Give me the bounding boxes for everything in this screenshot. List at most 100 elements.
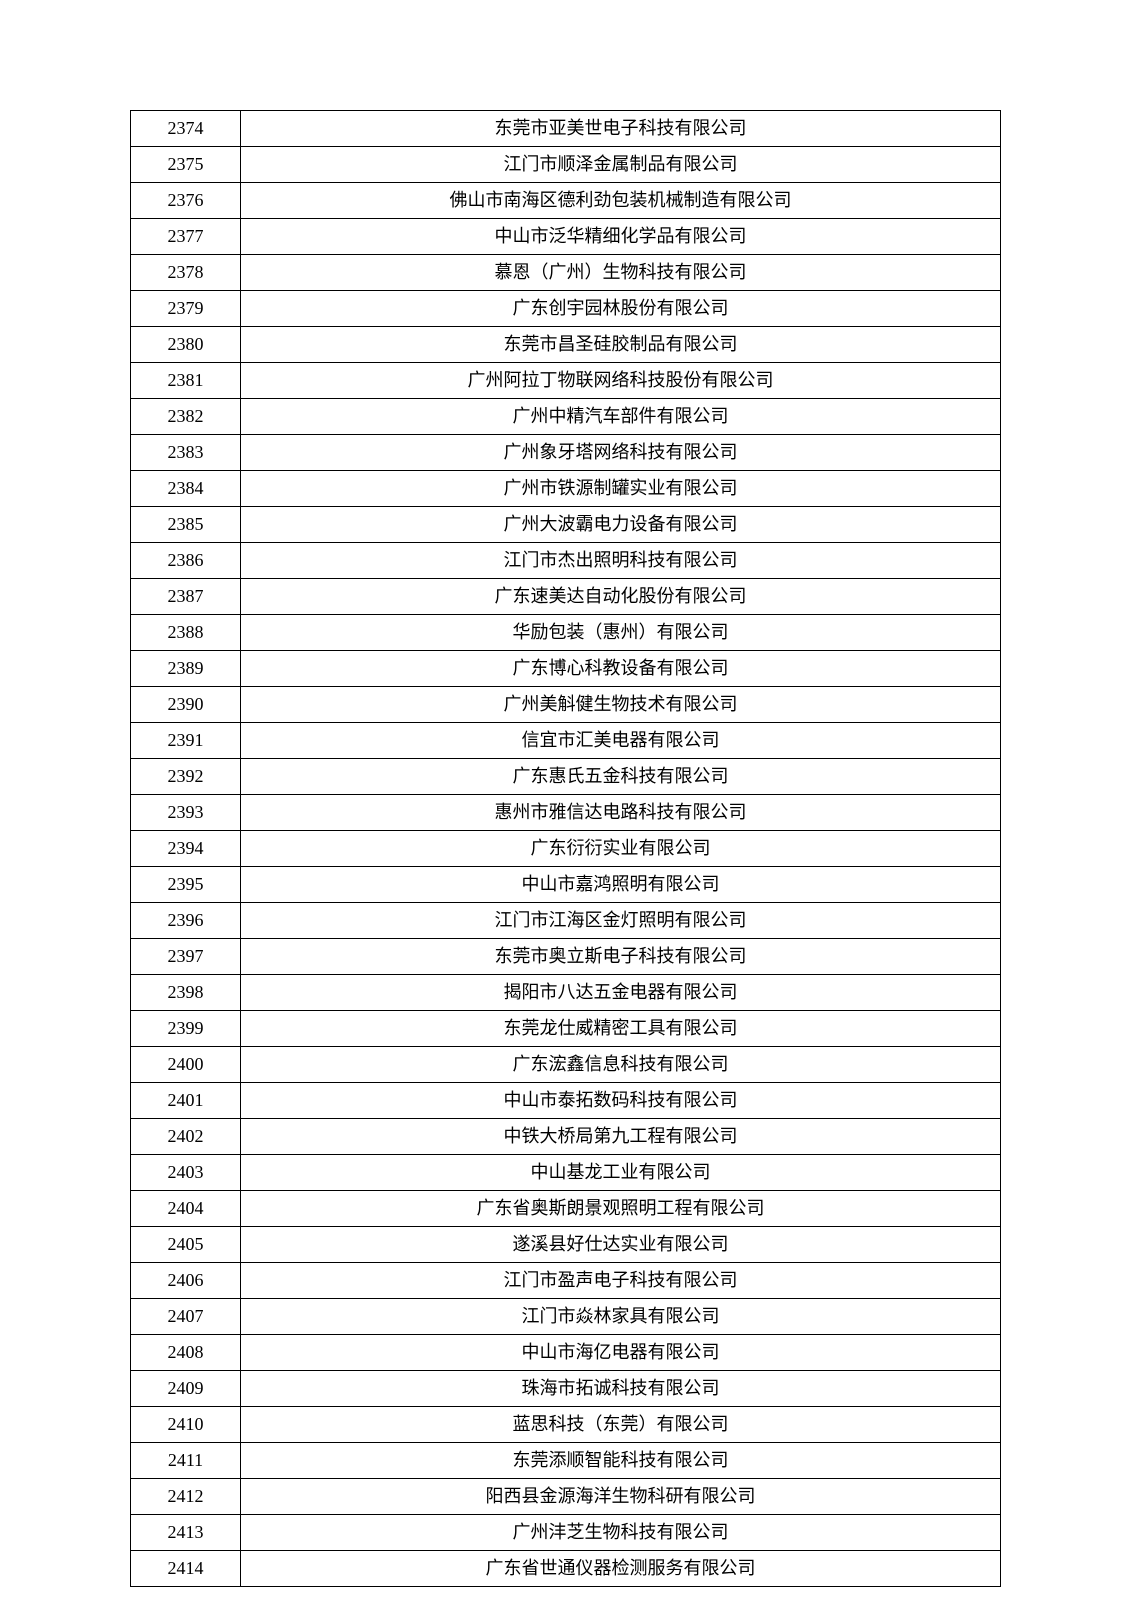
row-index: 2394 — [131, 831, 241, 867]
row-index: 2384 — [131, 471, 241, 507]
row-company: 江门市顺泽金属制品有限公司 — [241, 147, 1001, 183]
row-company: 广州象牙塔网络科技有限公司 — [241, 435, 1001, 471]
row-company: 广东省奥斯朗景观照明工程有限公司 — [241, 1191, 1001, 1227]
table-row: 2384广州市铁源制罐实业有限公司 — [131, 471, 1001, 507]
row-company: 江门市盈声电子科技有限公司 — [241, 1263, 1001, 1299]
row-company: 蓝思科技（东莞）有限公司 — [241, 1407, 1001, 1443]
table-row: 2381广州阿拉丁物联网络科技股份有限公司 — [131, 363, 1001, 399]
row-index: 2375 — [131, 147, 241, 183]
row-company: 惠州市雅信达电路科技有限公司 — [241, 795, 1001, 831]
row-company: 东莞市奥立斯电子科技有限公司 — [241, 939, 1001, 975]
table-row: 2379广东创宇园林股份有限公司 — [131, 291, 1001, 327]
row-company: 东莞市亚美世电子科技有限公司 — [241, 111, 1001, 147]
row-index: 2379 — [131, 291, 241, 327]
table-row: 2408中山市海亿电器有限公司 — [131, 1335, 1001, 1371]
table-row: 2380东莞市昌圣硅胶制品有限公司 — [131, 327, 1001, 363]
table-row: 2404广东省奥斯朗景观照明工程有限公司 — [131, 1191, 1001, 1227]
table-row: 2386江门市杰出照明科技有限公司 — [131, 543, 1001, 579]
row-company: 中山市泛华精细化学品有限公司 — [241, 219, 1001, 255]
row-index: 2399 — [131, 1011, 241, 1047]
row-index: 2387 — [131, 579, 241, 615]
row-company: 广州市铁源制罐实业有限公司 — [241, 471, 1001, 507]
table-row: 2375江门市顺泽金属制品有限公司 — [131, 147, 1001, 183]
row-index: 2403 — [131, 1155, 241, 1191]
row-company: 中山市海亿电器有限公司 — [241, 1335, 1001, 1371]
table-row: 2383广州象牙塔网络科技有限公司 — [131, 435, 1001, 471]
table-row: 2377中山市泛华精细化学品有限公司 — [131, 219, 1001, 255]
row-index: 2381 — [131, 363, 241, 399]
row-company: 东莞龙仕威精密工具有限公司 — [241, 1011, 1001, 1047]
row-index: 2374 — [131, 111, 241, 147]
row-index: 2414 — [131, 1551, 241, 1587]
row-company: 广东衍衍实业有限公司 — [241, 831, 1001, 867]
row-index: 2391 — [131, 723, 241, 759]
row-company: 东莞市昌圣硅胶制品有限公司 — [241, 327, 1001, 363]
table-row: 2414广东省世通仪器检测服务有限公司 — [131, 1551, 1001, 1587]
row-index: 2407 — [131, 1299, 241, 1335]
table-row: 2393惠州市雅信达电路科技有限公司 — [131, 795, 1001, 831]
row-index: 2386 — [131, 543, 241, 579]
row-index: 2409 — [131, 1371, 241, 1407]
row-company: 广州中精汽车部件有限公司 — [241, 399, 1001, 435]
row-company: 中山市泰拓数码科技有限公司 — [241, 1083, 1001, 1119]
row-index: 2382 — [131, 399, 241, 435]
table-row: 2391信宜市汇美电器有限公司 — [131, 723, 1001, 759]
row-index: 2410 — [131, 1407, 241, 1443]
table-row: 2394广东衍衍实业有限公司 — [131, 831, 1001, 867]
row-company: 江门市江海区金灯照明有限公司 — [241, 903, 1001, 939]
row-company: 广东博心科教设备有限公司 — [241, 651, 1001, 687]
row-index: 2380 — [131, 327, 241, 363]
table-row: 2400广东浤鑫信息科技有限公司 — [131, 1047, 1001, 1083]
row-index: 2406 — [131, 1263, 241, 1299]
table-body: 2374东莞市亚美世电子科技有限公司2375江门市顺泽金属制品有限公司2376佛… — [131, 111, 1001, 1587]
row-company: 广州沣芝生物科技有限公司 — [241, 1515, 1001, 1551]
row-index: 2401 — [131, 1083, 241, 1119]
row-index: 2378 — [131, 255, 241, 291]
row-index: 2398 — [131, 975, 241, 1011]
table-row: 2409珠海市拓诚科技有限公司 — [131, 1371, 1001, 1407]
row-company: 遂溪县好仕达实业有限公司 — [241, 1227, 1001, 1263]
table-row: 2402中铁大桥局第九工程有限公司 — [131, 1119, 1001, 1155]
table-row: 2398揭阳市八达五金电器有限公司 — [131, 975, 1001, 1011]
table-row: 2412阳西县金源海洋生物科研有限公司 — [131, 1479, 1001, 1515]
row-index: 2411 — [131, 1443, 241, 1479]
table-row: 2410蓝思科技（东莞）有限公司 — [131, 1407, 1001, 1443]
row-index: 2385 — [131, 507, 241, 543]
table-row: 2385广州大波霸电力设备有限公司 — [131, 507, 1001, 543]
table-row: 2374东莞市亚美世电子科技有限公司 — [131, 111, 1001, 147]
row-index: 2404 — [131, 1191, 241, 1227]
row-index: 2396 — [131, 903, 241, 939]
row-index: 2413 — [131, 1515, 241, 1551]
company-list-table: 2374东莞市亚美世电子科技有限公司2375江门市顺泽金属制品有限公司2376佛… — [130, 110, 1001, 1587]
row-company: 广东惠氏五金科技有限公司 — [241, 759, 1001, 795]
table-row: 2396江门市江海区金灯照明有限公司 — [131, 903, 1001, 939]
table-row: 2397东莞市奥立斯电子科技有限公司 — [131, 939, 1001, 975]
row-company: 中山市嘉鸿照明有限公司 — [241, 867, 1001, 903]
table-row: 2413广州沣芝生物科技有限公司 — [131, 1515, 1001, 1551]
row-company: 华励包装（惠州）有限公司 — [241, 615, 1001, 651]
table-row: 2382广州中精汽车部件有限公司 — [131, 399, 1001, 435]
row-company: 江门市焱林家具有限公司 — [241, 1299, 1001, 1335]
table-row: 2401中山市泰拓数码科技有限公司 — [131, 1083, 1001, 1119]
row-company: 东莞添顺智能科技有限公司 — [241, 1443, 1001, 1479]
table-row: 2376佛山市南海区德利劲包装机械制造有限公司 — [131, 183, 1001, 219]
row-company: 慕恩（广州）生物科技有限公司 — [241, 255, 1001, 291]
row-company: 珠海市拓诚科技有限公司 — [241, 1371, 1001, 1407]
table-row: 2388华励包装（惠州）有限公司 — [131, 615, 1001, 651]
row-index: 2383 — [131, 435, 241, 471]
row-company: 中山基龙工业有限公司 — [241, 1155, 1001, 1191]
table-row: 2406江门市盈声电子科技有限公司 — [131, 1263, 1001, 1299]
row-company: 广东省世通仪器检测服务有限公司 — [241, 1551, 1001, 1587]
table-row: 2378慕恩（广州）生物科技有限公司 — [131, 255, 1001, 291]
row-index: 2412 — [131, 1479, 241, 1515]
row-index: 2376 — [131, 183, 241, 219]
row-company: 广东浤鑫信息科技有限公司 — [241, 1047, 1001, 1083]
row-index: 2393 — [131, 795, 241, 831]
table-row: 2399东莞龙仕威精密工具有限公司 — [131, 1011, 1001, 1047]
row-index: 2390 — [131, 687, 241, 723]
table-row: 2403中山基龙工业有限公司 — [131, 1155, 1001, 1191]
table-row: 2407江门市焱林家具有限公司 — [131, 1299, 1001, 1335]
row-company: 广东速美达自动化股份有限公司 — [241, 579, 1001, 615]
table-row: 2387广东速美达自动化股份有限公司 — [131, 579, 1001, 615]
table-row: 2389广东博心科教设备有限公司 — [131, 651, 1001, 687]
